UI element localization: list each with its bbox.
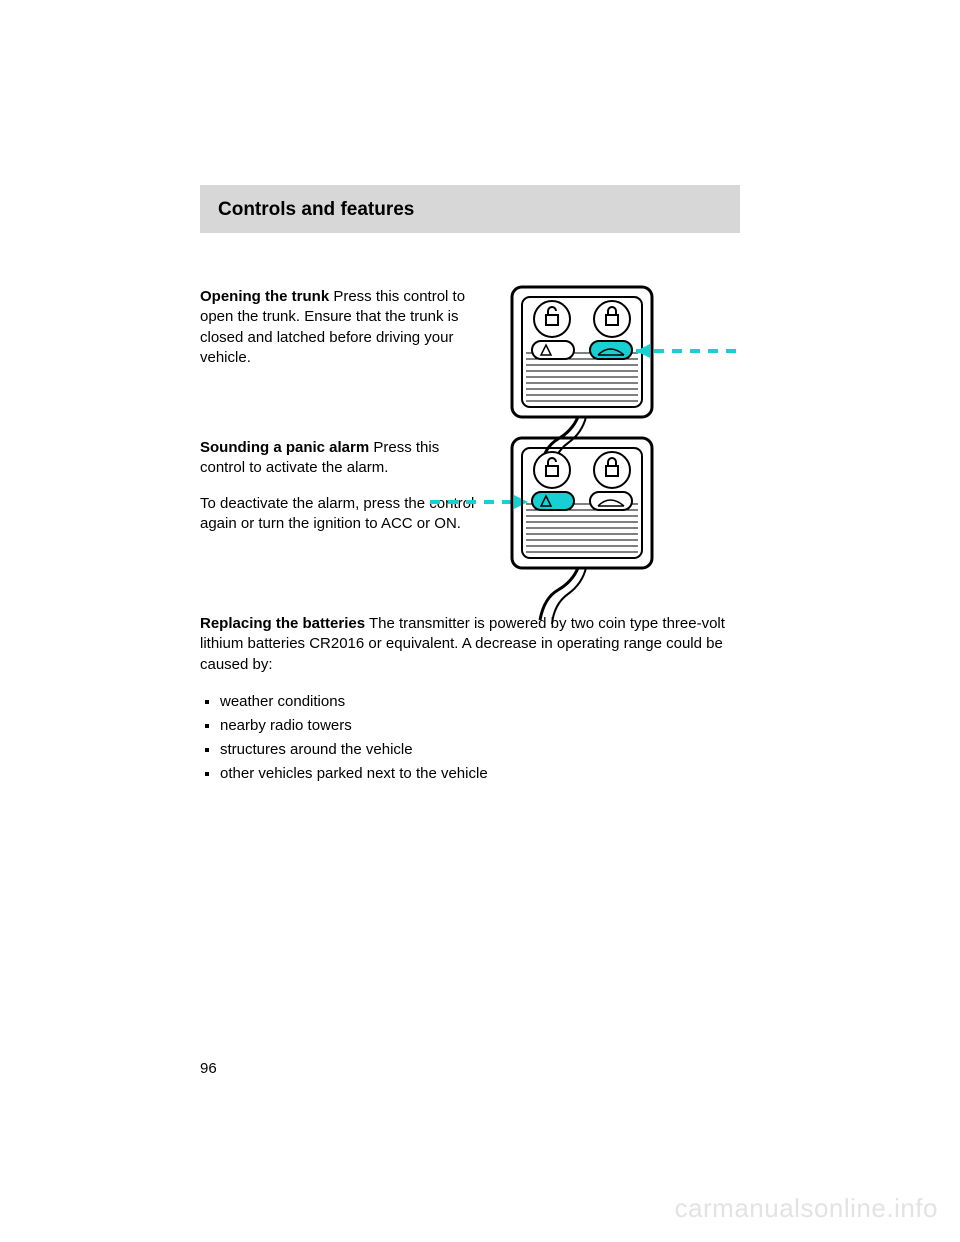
page-number: 96 [200,1060,217,1077]
section-trunk: Opening the trunk Press this control to … [200,287,740,368]
remote-svg-panic [430,432,750,642]
section-header-title: Controls and features [218,199,414,220]
trunk-lead: Opening the trunk [200,288,329,305]
panic-lead: Sounding a panic alarm [200,439,369,456]
bullet-4: other vehicles parked next to the vehicl… [220,762,740,786]
bullet-1: weather conditions [220,690,740,714]
section-batteries: Replacing the batteries The transmitter … [200,614,740,786]
bullet-3: structures around the vehicle [220,738,740,762]
page-content: Controls and features Opening the trunk … [200,185,740,826]
section-header: Controls and features [200,185,740,233]
trunk-paragraph: Opening the trunk Press this control to … [200,287,485,368]
bullet-2: nearby radio towers [220,714,740,738]
remote-illustration-panic [430,432,750,642]
batteries-lead: Replacing the batteries [200,615,365,632]
watermark: carmanualsonline.info [675,1193,938,1224]
batteries-paragraph: Replacing the batteries The transmitter … [200,614,740,675]
section-panic: Sounding a panic alarm Press this contro… [200,438,740,534]
batteries-bullets: weather conditions nearby radio towers s… [200,690,740,786]
